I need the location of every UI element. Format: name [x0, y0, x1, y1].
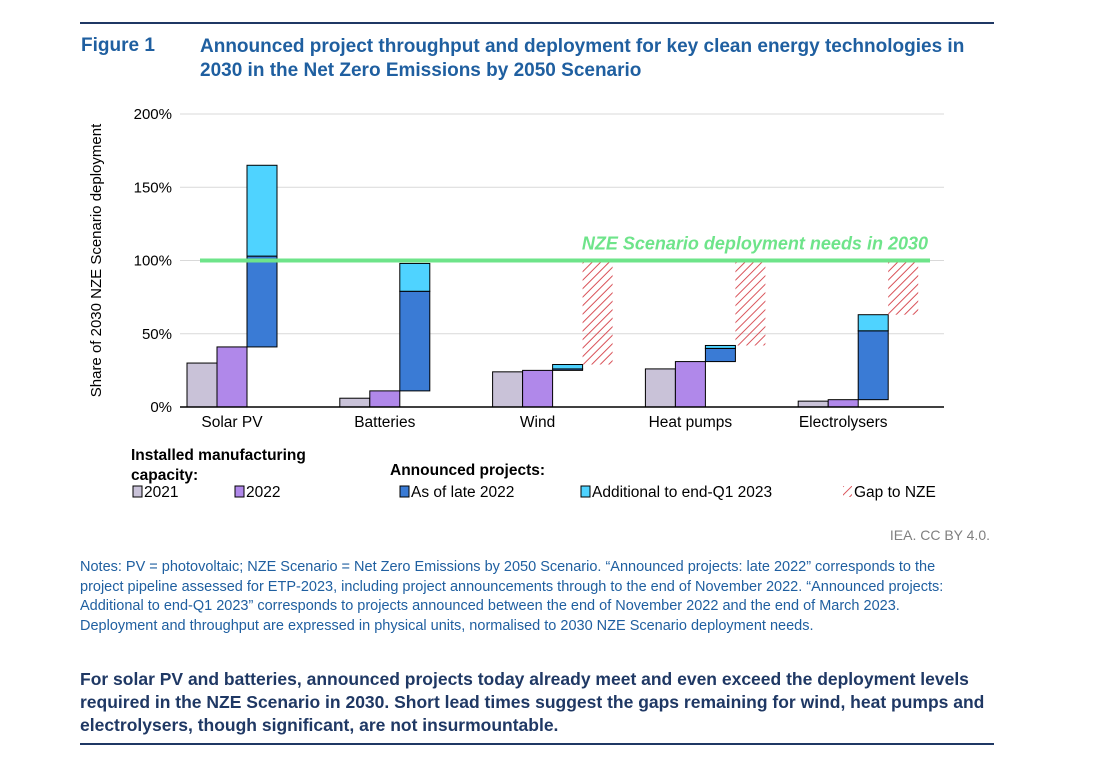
bar-announced-late-2022	[857, 330, 889, 401]
category-label: Wind	[520, 414, 555, 431]
bar-announced-additional-q1-2023	[552, 364, 584, 370]
legend: Installed manufacturing capacity: Announce…	[131, 447, 936, 501]
bar-2022	[216, 346, 248, 408]
bar-2022	[522, 369, 554, 408]
legend-additional-swatch	[580, 485, 591, 498]
y-tick-label: 0%	[150, 399, 172, 416]
legend-2022-label: 2022	[246, 484, 280, 501]
bar-gap-to-nze	[582, 260, 613, 365]
legend-capacity-header-line2: capacity:	[131, 467, 198, 484]
legend-projects-header: Announced projects:	[390, 462, 545, 479]
legend-late-2022-label: As of late 2022	[411, 484, 514, 501]
bar-gap-to-nze	[888, 260, 919, 315]
legend-2022-swatch	[234, 485, 245, 498]
bar-announced-additional-q1-2023	[704, 344, 736, 349]
legend-2021-swatch	[132, 485, 143, 498]
y-tick-label: 200%	[134, 106, 172, 123]
y-axis-label: Share of 2030 NZE Scenario deployment	[88, 123, 105, 397]
category-label: Batteries	[354, 414, 415, 431]
bar-announced-late-2022	[246, 255, 278, 348]
legend-gap-swatch	[843, 486, 852, 497]
bar-2022	[827, 399, 859, 408]
category-label: Electrolysers	[799, 414, 888, 431]
legend-2021-label: 2021	[144, 484, 178, 501]
bar-2021	[339, 397, 371, 408]
category-label: Solar PV	[201, 414, 263, 431]
credit: IEA. CC BY 4.0.	[889, 527, 990, 543]
bar-announced-late-2022	[399, 290, 431, 392]
bar-2022	[674, 361, 706, 408]
takeaway: For solar PV and batteries, announced pr…	[80, 669, 985, 735]
figure-label: Figure 1	[81, 35, 155, 56]
legend-gap-label: Gap to NZE	[854, 484, 936, 501]
bars	[186, 164, 919, 408]
bar-2021	[186, 362, 218, 408]
y-tick-label: 150%	[134, 179, 172, 196]
bar-gap-to-nze	[735, 260, 766, 346]
reference-line-label: NZE Scenario deployment needs in 2030	[582, 234, 928, 254]
notes: Notes: PV = photovoltaic; NZE Scenario =…	[80, 559, 944, 634]
top-rule	[80, 22, 994, 24]
legend-additional-label: Additional to end-Q1 2023	[592, 484, 772, 501]
bar-announced-additional-q1-2023	[857, 314, 889, 332]
grid	[180, 113, 944, 335]
chart: NZE Scenario deployment needs in 2030 0%…	[88, 106, 944, 501]
figure-title: Announced project throughput and deploym…	[200, 36, 965, 81]
bottom-rule	[80, 743, 994, 745]
bar-announced-late-2022	[704, 347, 736, 363]
y-tick-label: 50%	[142, 326, 172, 343]
legend-capacity-header: Installed manufacturing	[131, 447, 306, 464]
bar-2021	[492, 371, 524, 408]
bar-announced-additional-q1-2023	[246, 164, 278, 257]
y-tick-label: 100%	[134, 253, 172, 270]
bar-2022	[369, 390, 401, 408]
legend-late-2022-swatch	[399, 485, 410, 498]
category-label: Heat pumps	[649, 414, 733, 431]
bar-2021	[644, 368, 676, 408]
bar-announced-additional-q1-2023	[399, 262, 431, 292]
axes: 0% 50% 100% 150% 200% Share of 2030 NZE Scena…	[88, 106, 944, 431]
reference-line-group: NZE Scenario deployment needs in 2030	[200, 234, 930, 263]
bar-2021	[797, 400, 829, 408]
